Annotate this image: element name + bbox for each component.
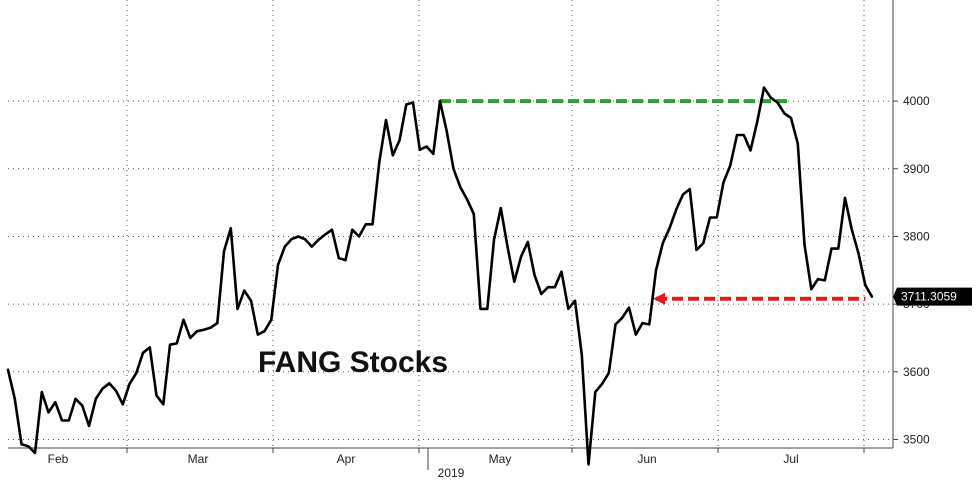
last-value-tag-shape [893,287,972,306]
y-tick-label: 4000 [903,94,930,108]
y-tick-label: 3600 [903,365,930,379]
reference-lines [440,99,866,305]
x-axis-ticks: Feb Mar Apr May Jun Jul [48,448,865,470]
x-tick-label-jul: Jul [783,452,798,466]
y-tick-label: 3900 [903,162,930,176]
y-tick-label: 3500 [903,432,930,446]
y-tick-label: 3800 [903,229,930,243]
series-line-fang [6,86,874,466]
x-tick-label-apr: Apr [337,452,356,466]
x-tick-label-feb: Feb [48,452,69,466]
last-value-tag: 3711.3059 [893,287,972,306]
x-tick-label-mar: Mar [188,452,209,466]
chart-annotation-title: FANG Stocks [258,346,448,379]
reference-arrowhead [653,292,665,305]
x-tick-label-jun: Jun [637,452,656,466]
x-tick-label-may: May [489,452,512,466]
last-value-label: 3711.3059 [901,290,957,304]
x-axis-year-label: 2019 [438,466,465,480]
